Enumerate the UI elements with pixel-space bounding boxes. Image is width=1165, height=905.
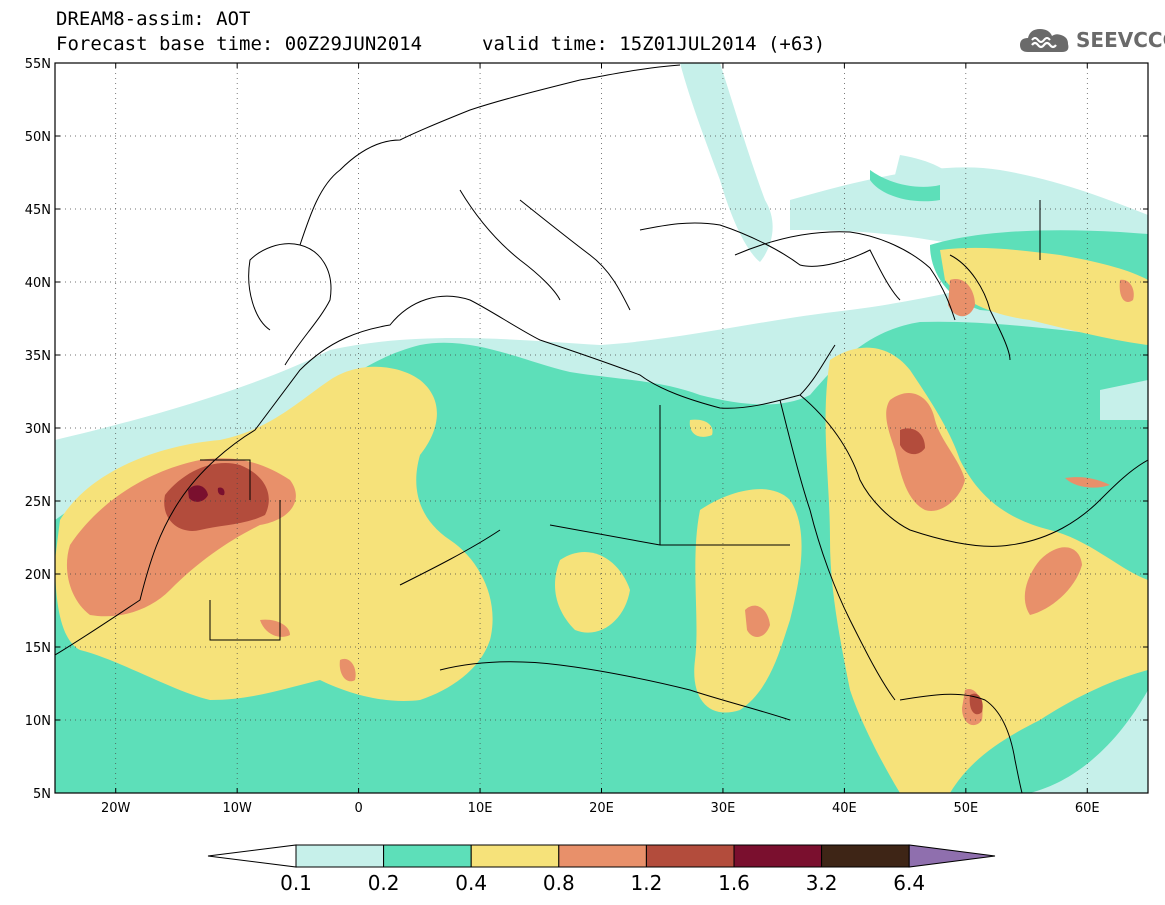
lon-label: 50E xyxy=(953,801,978,816)
lon-label: 60E xyxy=(1075,801,1100,816)
title-line-1: DREAM8-assim: AOT xyxy=(56,8,251,30)
lat-label: 40N xyxy=(25,276,51,291)
lon-label: 10E xyxy=(468,801,493,816)
colorbar-arrow-high xyxy=(908,844,996,868)
lat-label: 30N xyxy=(25,422,51,437)
colorbar xyxy=(207,844,996,868)
logo-text: SEEVCCC xyxy=(1076,28,1165,52)
latitude-labels: 55N 50N 45N 40N 35N 30N 25N 20N 15N 10N 5N xyxy=(25,57,51,802)
aot-level-1.2 xyxy=(164,428,983,715)
tick-marks xyxy=(55,62,1148,794)
colorbar-label: 0.1 xyxy=(280,871,312,895)
colorbar-label: 0.4 xyxy=(455,871,487,895)
lon-label: 20W xyxy=(101,801,131,816)
colorbar-label: 0.8 xyxy=(543,871,575,895)
colorbar-label: 1.2 xyxy=(630,871,662,895)
title-line-2: Forecast base time: 00Z29JUN2014 xyxy=(56,33,423,55)
longitude-labels: 20W 10W 0 10E 20E 30E 40E 50E 60E xyxy=(101,801,1100,816)
aot-level-1.6 xyxy=(188,485,225,502)
valid-time-label: valid time: 15Z01JUL2014 (+63) xyxy=(482,33,826,55)
colorbar-box xyxy=(645,844,735,868)
colorbar-label: 1.6 xyxy=(718,871,750,895)
lat-label: 55N xyxy=(25,57,51,72)
colorbar-arrow-low xyxy=(207,844,297,868)
lon-label: 0 xyxy=(354,801,362,816)
colorbar-label: 0.2 xyxy=(368,871,400,895)
colorbar-label: 6.4 xyxy=(893,871,925,895)
lon-label: 20E xyxy=(589,801,614,816)
lon-label: 10W xyxy=(222,801,252,816)
colorbar-box xyxy=(821,844,910,868)
lat-label: 10N xyxy=(25,714,51,729)
lat-label: 5N xyxy=(33,787,51,802)
lat-label: 45N xyxy=(25,203,51,218)
colorbar-box xyxy=(470,844,560,868)
colorbar-box xyxy=(383,844,472,868)
cloud-icon xyxy=(1020,29,1069,52)
lat-label: 35N xyxy=(25,349,51,364)
colorbar-labels: 0.1 0.2 0.4 0.8 1.2 1.6 3.2 6.4 xyxy=(280,871,925,895)
graticule xyxy=(55,63,1148,793)
coastlines xyxy=(55,64,1148,793)
colorbar-box xyxy=(295,844,385,868)
lat-label: 25N xyxy=(25,495,51,510)
lon-label: 40E xyxy=(832,801,857,816)
lat-label: 50N xyxy=(25,130,51,145)
seevccc-logo: SEEVCCC xyxy=(1018,24,1165,56)
lat-label: 20N xyxy=(25,568,51,583)
colorbar-box xyxy=(558,844,647,868)
colorbar-label: 3.2 xyxy=(806,871,838,895)
lat-label: 15N xyxy=(25,641,51,656)
lon-label: 30E xyxy=(711,801,736,816)
colorbar-box xyxy=(733,844,823,868)
